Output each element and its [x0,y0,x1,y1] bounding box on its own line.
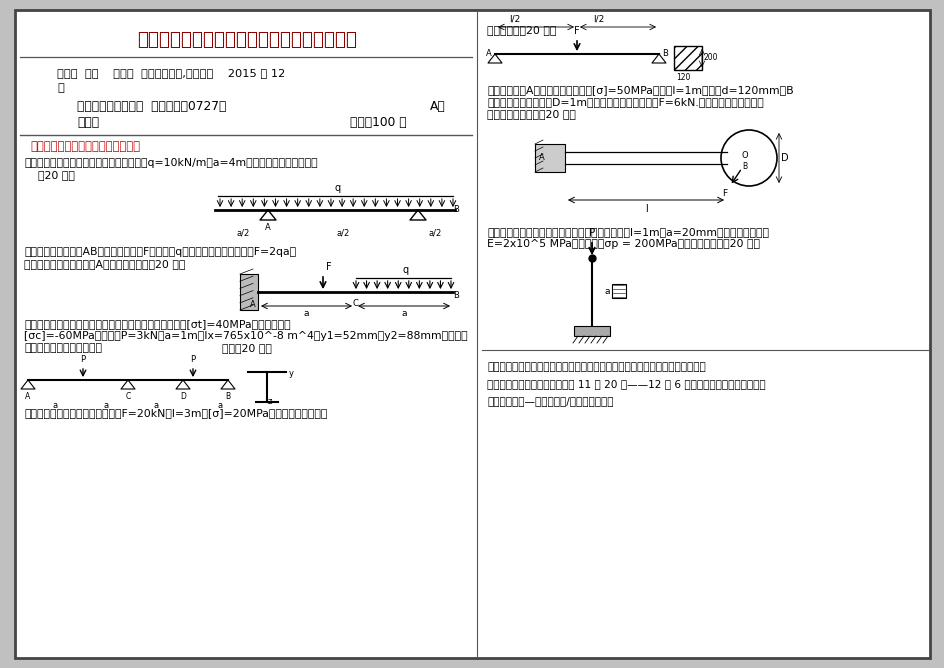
Text: q: q [334,183,341,193]
Bar [240,274,258,310]
Text: D: D [780,153,788,163]
Text: C: C [126,392,130,401]
Text: 「我的考试」—「课程论文/大作业」提交。: 「我的考试」—「课程论文/大作业」提交。 [486,396,613,406]
Text: P: P [588,228,595,238]
Text: 六、正方形截面细长的轴向受压杆如图所示，已知l=1m，a=20mm，材料的弹性模量: 六、正方形截面细长的轴向受压杆如图所示，已知l=1m，a=20mm，材料的弹性模… [486,227,768,237]
Text: 四、矩形截面木梁如图所示，已知F=20kN，l=3m，[σ]=20MPa，试校核梁的弯曲正: 四、矩形截面木梁如图所示，已知F=20kN，l=3m，[σ]=20MPa，试校核… [24,408,327,418]
Text: P: P [80,355,86,364]
Text: B: B [226,392,230,401]
Text: 应力强度。（20 分）: 应力强度。（20 分） [486,25,556,35]
Text: P: P [191,355,195,364]
Text: y: y [289,369,294,379]
Text: 五、图示圆轴A端固定，其许用应力[σ]=50MPa，轴长l=1m，直径d=120mm；B: 五、图示圆轴A端固定，其许用应力[σ]=50MPa，轴长l=1m，直径d=120… [486,85,793,95]
Text: 二、图示水平悬臂梁AB，受铅垂集中力F和密度为q的铅垂均布载荷作用，且F=2qa，: 二、图示水平悬臂梁AB，受铅垂集中力F和密度为q的铅垂均布载荷作用，且F=2qa… [24,247,295,257]
Text: D: D [180,392,186,401]
Text: a: a [303,309,309,318]
Text: 说明：第五题和第六题可以任选一题: 说明：第五题和第六题可以任选一题 [30,140,140,154]
Text: 答卷提交要求：考试题提前公布，学生下载试题和答题卷后，在答题卷上答题。: 答卷提交要求：考试题提前公布，学生下载试题和答题卷后，在答题卷上答题。 [486,362,705,372]
Text: 西南大学网络与继续教育学院课程考试试题卷: 西南大学网络与继续教育学院课程考试试题卷 [137,31,357,49]
Text: A: A [265,223,271,232]
Text: a: a [401,309,406,318]
Text: B: B [742,162,747,171]
Text: a: a [103,401,109,410]
Text: a: a [217,401,223,410]
Text: l: l [644,204,647,214]
Text: A: A [25,392,30,401]
Text: 120: 120 [675,73,690,82]
Bar [673,46,701,70]
Text: E=2x10^5 MPa，比例极限σp = 200MPa，求其临界力。（20 分）: E=2x10^5 MPa，比例极限σp = 200MPa，求其临界力。（20 分… [486,239,759,249]
Text: B: B [452,291,459,301]
Text: A: A [486,49,492,59]
Text: z: z [268,397,272,406]
Text: 度。（20 分）: 度。（20 分） [222,343,272,353]
Text: a: a [153,401,159,410]
Text: （20 分）: （20 分） [38,170,75,180]
Text: C: C [352,299,358,308]
Text: 核该圆轴的强度。（20 分）: 核该圆轴的强度。（20 分） [486,109,575,119]
Text: l/2: l/2 [509,15,520,24]
Text: 完成后需网上提交答卷。答卷于 11 月 20 日——12 月 6 日通过点击页面左侧导航栏内: 完成后需网上提交答卷。答卷于 11 月 20 日——12 月 6 日通过点击页面… [486,379,765,389]
Text: A: A [539,154,545,162]
Text: O: O [741,152,748,160]
Text: F: F [574,26,580,36]
Text: 月: 月 [57,83,64,93]
Text: a/2: a/2 [336,228,349,237]
Text: 类别：  网教    专业：  建筑工程技术,工程造价    2015 年 12: 类别： 网教 专业： 建筑工程技术,工程造价 2015 年 12 [57,68,285,78]
Text: [σc]=-60MPa，已知：P=3kN，a=1m，Ix=765x10^-8 m^4，y1=52mm，y2=88mm。不考虑: [σc]=-60MPa，已知：P=3kN，a=1m，Ix=765x10^-8 m… [24,331,467,341]
Text: A卷: A卷 [430,100,446,112]
Text: l/2: l/2 [593,15,604,24]
Text: 一、图示外伸梁，受均布载荷作用，已知：q=10kN/m，a=4m，试计算梁的支座反力。: 一、图示外伸梁，受均布载荷作用，已知：q=10kN/m，a=4m，试计算梁的支座… [24,158,317,168]
Text: 若不计梁重，试求固定端A处的约束反力。（20 分）: 若不计梁重，试求固定端A处的约束反力。（20 分） [24,259,185,269]
Bar [612,284,625,298]
Text: 端固连一圆轮，其直径D=1m，轮缘上作用铅垂切向力F=6kN.试按最大切应力理论校: 端固连一圆轮，其直径D=1m，轮缘上作用铅垂切向力F=6kN.试按最大切应力理论… [486,97,763,107]
Text: 考曲切应力，试校核梁的强: 考曲切应力，试校核梁的强 [24,343,102,353]
Text: q: q [402,265,409,275]
Text: B: B [662,49,667,59]
Text: 200: 200 [702,53,716,63]
Text: A: A [250,300,256,309]
Text: a/2: a/2 [236,228,249,237]
Bar [573,326,610,336]
Text: 满分：100 分: 满分：100 分 [349,116,406,128]
Text: F: F [721,189,727,198]
Text: F: F [326,262,331,272]
Text: 大作业: 大作业 [76,116,99,128]
Text: 三、等铁梁的荷载及截面尺寸如图示，材料的许可拉应力[σt]=40MPa，许可压应力: 三、等铁梁的荷载及截面尺寸如图示，材料的许可拉应力[σt]=40MPa，许可压应… [24,319,291,329]
Text: B: B [452,206,459,214]
Text: a: a [604,287,610,295]
Bar [534,144,565,172]
Text: a: a [52,401,58,410]
Text: a/2: a/2 [428,228,441,237]
Text: 课程名称【编号】：  建筑力学【0727】: 课程名称【编号】： 建筑力学【0727】 [76,100,227,112]
